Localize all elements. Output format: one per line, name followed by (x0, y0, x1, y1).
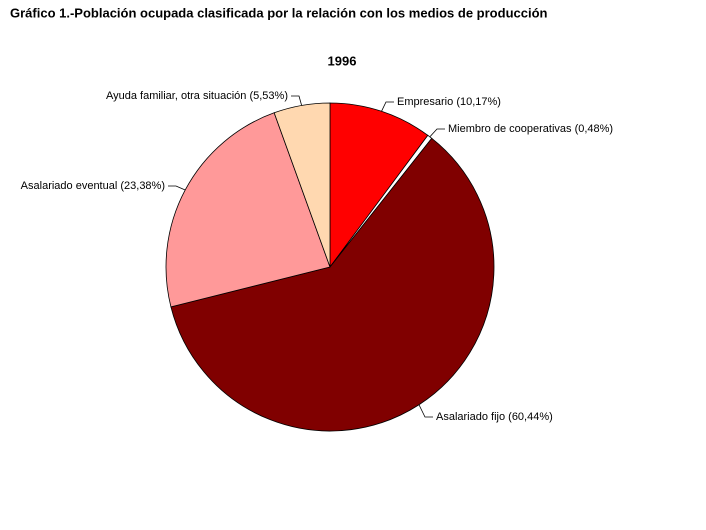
slice-label: Miembro de cooperativas (0,48%) (448, 123, 613, 135)
pie-slice (165, 112, 331, 308)
category-name: Miembro de cooperativas (448, 123, 572, 135)
chart-subtitle: 1996 (328, 53, 357, 68)
leader-line (381, 101, 394, 112)
leader-line (429, 128, 445, 138)
pie-slice (329, 102, 429, 269)
value-label: (60,44%) (508, 411, 553, 423)
category-name: Asalariado fijo (436, 411, 505, 423)
pie-slice (170, 137, 495, 432)
category-name: Ayuda familiar, otra situación (106, 90, 246, 102)
chart-title: Gráfico 1.-Población ocupada clasificada… (10, 5, 548, 20)
value-label: (23,38%) (120, 180, 165, 192)
leader-line (168, 185, 186, 191)
value-label: (10,17%) (456, 96, 501, 108)
slice-label: Ayuda familiar, otra situación (5,53%) (106, 90, 288, 102)
leader-line (418, 404, 433, 418)
slice-label: Asalariado fijo (60,44%) (436, 411, 553, 423)
slice-label: Empresario (10,17%) (397, 96, 501, 108)
value-label: (0,48%) (575, 123, 614, 135)
pie-slice (273, 102, 331, 268)
slice-label: Asalariado eventual (23,38%) (21, 180, 165, 192)
category-name: Empresario (397, 96, 453, 108)
value-label: (5,53%) (249, 90, 288, 102)
leader-line (291, 95, 303, 106)
category-name: Asalariado eventual (21, 180, 118, 192)
